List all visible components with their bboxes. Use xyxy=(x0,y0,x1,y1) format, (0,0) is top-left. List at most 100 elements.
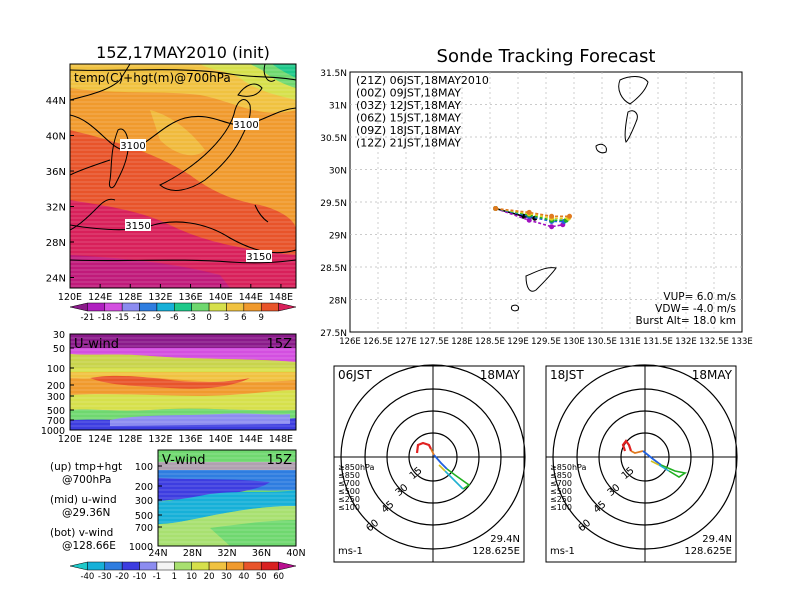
temp-colorbar-label: -21 xyxy=(80,313,94,323)
legend-note-line: (mid) u-wind xyxy=(50,494,117,506)
v-p-tick-label: 700 xyxy=(135,523,153,534)
v-p-tick-label: 1000 xyxy=(129,542,153,553)
map-lon-tick-label: 136E xyxy=(178,292,202,303)
hodograph-level-label: ≥850hPa xyxy=(550,463,587,472)
hodograph-trace xyxy=(415,441,432,454)
track-legend-entry: (06Z) 15JST,18MAY xyxy=(356,112,461,125)
v-p-tick-label: 500 xyxy=(135,511,153,522)
hodograph-level-label: ≥850hPa xyxy=(338,463,375,472)
v-p-tick-label: 100 xyxy=(135,462,153,473)
track-lat-tick-label: 30.5N xyxy=(320,134,347,144)
hodograph-date: 18MAY xyxy=(480,368,521,382)
track-lon-tick-label: 130E xyxy=(563,337,585,347)
wind-colorbar-swatch xyxy=(156,561,175,571)
map-lon-tick-label: 140E xyxy=(209,292,233,303)
u-lon-tick-label: 136E xyxy=(178,434,202,445)
track-lon-tick-label: 131E xyxy=(619,337,641,347)
map-lat-tick-label: 32N xyxy=(46,203,66,214)
track-lat-tick-label: 29.5N xyxy=(320,199,347,209)
island-south xyxy=(525,267,557,292)
temperature-map: temp(C)+hgt(m)@700hPa 3100 3100 3150 315… xyxy=(46,63,297,303)
v-lat-tick-label: 40N xyxy=(286,548,305,559)
track-param: Burst Alt= 18.0 km xyxy=(636,315,736,327)
temp-colorbar-swatch xyxy=(104,302,123,312)
map-lat-tick-label: 24N xyxy=(46,274,66,285)
u-lon-tick-label: 144E xyxy=(239,434,263,445)
track-legend-entry: (21Z) 06JST,18MAY2010 xyxy=(356,74,489,87)
wind-colorbar-label: -30 xyxy=(98,572,112,582)
wind-colorbar: -40 -30 -20 -10 -1 1 10 20 30 40 50 60 xyxy=(69,561,297,582)
wind-colorbar-swatch xyxy=(191,561,210,571)
u-p-tick-label: 700 xyxy=(47,416,65,427)
wind-colorbar-label: 1 xyxy=(172,572,177,582)
wind-colorbar-swatch xyxy=(174,561,192,571)
left-title: 15Z,17MAY2010 (init) xyxy=(96,43,270,62)
temp-colorbar-label: 6 xyxy=(241,313,246,323)
temp-colorbar-label: -18 xyxy=(98,313,112,323)
hodograph-lon: 128.625E xyxy=(472,546,520,557)
track-lat-tick-label: 27.5N xyxy=(320,329,347,339)
island-small xyxy=(595,143,607,154)
track-lat-tick-label: 31N xyxy=(329,102,347,112)
map-lon-tick-label: 128E xyxy=(118,292,142,303)
wind-colorbar-swatch xyxy=(226,561,245,571)
u-lon-ticks: 120E 124E 128E 132E 136E 140E 144E 148E xyxy=(58,434,293,445)
track-lon-tick-label: 128.5E xyxy=(475,337,505,347)
wind-colorbar-label: -40 xyxy=(80,572,94,582)
wind-colorbar-swatch xyxy=(104,561,123,571)
track-legend-entry: (12Z) 21JST,18MAY xyxy=(356,137,461,150)
hodograph-time: 06JST xyxy=(338,368,372,382)
u-wind-time: 15Z xyxy=(267,337,293,352)
legend-note-line: (bot) v-wind xyxy=(50,527,113,539)
contour-label-4: 3150 xyxy=(246,252,271,263)
map-lat-tick-label: 36N xyxy=(46,167,66,178)
temp-colorbar-swatch xyxy=(87,302,106,312)
track-param: VUP= 6.0 m/s xyxy=(663,291,736,303)
map-lat-tick-label: 44N xyxy=(46,96,66,107)
hodograph-lat: 29.4N xyxy=(702,534,732,545)
wind-colorbar-swatch xyxy=(208,561,227,571)
hodograph-level-label: ≤100 xyxy=(550,503,572,512)
track-point xyxy=(549,213,555,219)
hodograph-trace xyxy=(621,439,633,452)
track-lon-tick-label: 127.5E xyxy=(419,337,449,347)
u-lon-tick-label: 132E xyxy=(148,434,172,445)
track-grid xyxy=(350,72,742,332)
wind-colorbar-swatch xyxy=(121,561,140,571)
track-lon-tick-label: 127E xyxy=(395,337,417,347)
u-p-tick-label: 300 xyxy=(47,392,65,403)
hodograph-18jst: 18JST 18MAY15304560≥850hPa≤850≤700≤500≤25… xyxy=(545,364,738,563)
hodograph-trace xyxy=(430,448,435,456)
hodograph-level-label: ≤850 xyxy=(338,471,360,480)
legend-note-sub: @29.36N xyxy=(62,507,110,519)
track-lat-tick-label: 29N xyxy=(329,232,347,242)
u-p-tick-label: 30 xyxy=(53,330,65,341)
temp-colorbar-label: -12 xyxy=(133,313,147,323)
hodograph-level-label: ≤250 xyxy=(550,495,572,504)
temp-colorbar-swatch xyxy=(208,302,227,312)
track-lon-tick-label: 132E xyxy=(675,337,697,347)
legend-note-line: (up) tmp+hgt xyxy=(50,461,122,473)
v-p-tick-label: 200 xyxy=(135,482,153,493)
temp-colorbar-swatch xyxy=(156,302,175,312)
hodograph-level-label: ≤700 xyxy=(550,479,572,488)
hodograph-06jst: 06JST 18MAY15304560≥850hPa≤850≤700≤500≤25… xyxy=(333,364,526,563)
wind-colorbar-swatch xyxy=(69,561,88,571)
wind-colorbar-label: 50 xyxy=(256,572,267,582)
hodograph-trace xyxy=(630,450,644,454)
track-series xyxy=(493,206,573,230)
hodograph-units: ms-1 xyxy=(338,546,363,557)
temp-colorbar-swatch xyxy=(139,302,158,312)
legend-note-sub: @700hPa xyxy=(62,474,112,486)
track-lat-ticks: 31.5N 31N 30.5N 30N 29.5N 29N 28.5N 28N 27.5N xyxy=(320,69,347,339)
hodograph-trace xyxy=(444,470,464,490)
track-lon-tick-label: 130.5E xyxy=(587,337,617,347)
temp-colorbar-swatch xyxy=(69,302,88,312)
v-lat-tick-label: 36N xyxy=(252,548,271,559)
temperature-colorbar: -21 -18 -15 -12 -9 -6 -3 0 3 6 9 xyxy=(69,302,297,323)
